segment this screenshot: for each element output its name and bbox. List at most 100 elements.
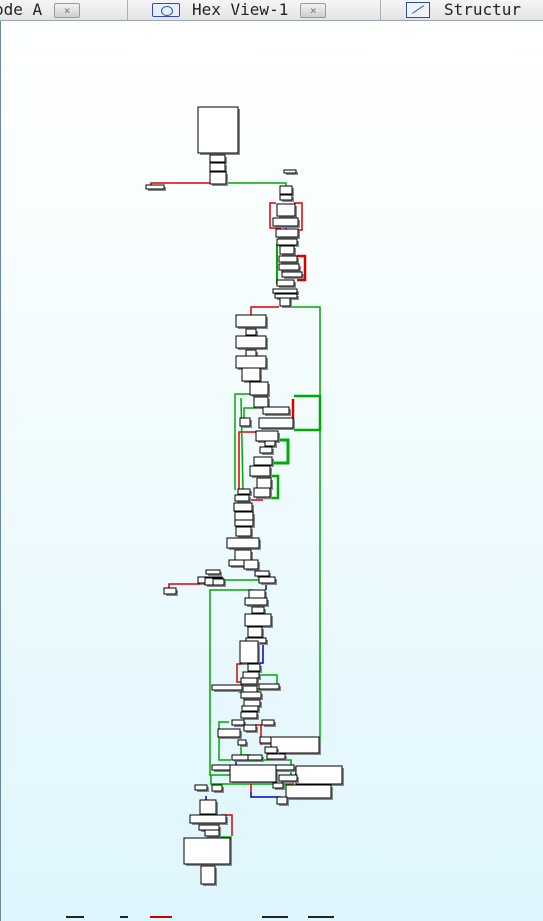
graph-node[interactable]: [240, 677, 258, 685]
tab-hex-view[interactable]: Hex View-1 ×: [152, 0, 327, 20]
graph-node[interactable]: [199, 799, 217, 815]
graph-node[interactable]: [278, 263, 300, 271]
graph-node[interactable]: [258, 683, 280, 690]
graph-node[interactable]: [272, 782, 284, 789]
graph-view-canvas[interactable]: [0, 21, 543, 921]
graph-node[interactable]: [244, 597, 268, 606]
graph-node[interactable]: [285, 784, 332, 799]
graph-node[interactable]: [272, 217, 299, 227]
graph-node[interactable]: [234, 511, 254, 521]
graph-node[interactable]: [231, 719, 245, 726]
graph-node[interactable]: [183, 837, 231, 865]
graph-node[interactable]: [262, 406, 290, 415]
graph-node[interactable]: [241, 705, 259, 712]
graph-node[interactable]: [240, 711, 258, 719]
graph-node[interactable]: [235, 335, 267, 349]
graph-node[interactable]: [239, 417, 251, 427]
control-flow-graph[interactable]: [1, 21, 543, 921]
graph-node[interactable]: [212, 578, 225, 586]
graph-node[interactable]: [278, 774, 298, 782]
graph-node[interactable]: [211, 784, 223, 792]
graph-node[interactable]: [244, 613, 272, 627]
graph-node[interactable]: [235, 314, 267, 328]
graph-node[interactable]: [209, 171, 227, 185]
graph-node[interactable]: [279, 185, 293, 195]
graph-node[interactable]: [237, 739, 247, 746]
graph-node[interactable]: [243, 559, 259, 570]
close-icon[interactable]: ×: [300, 2, 327, 18]
graph-node[interactable]: [234, 549, 252, 561]
graph-node[interactable]: [276, 279, 295, 287]
graph-node[interactable]: [276, 238, 298, 246]
graph-node[interactable]: [241, 367, 261, 382]
graph-node[interactable]: [234, 494, 250, 502]
tab-separator: [380, 0, 381, 20]
graph-node[interactable]: [251, 606, 265, 614]
graph-node[interactable]: [255, 430, 279, 442]
graph-node[interactable]: [253, 456, 273, 466]
graph-node[interactable]: [245, 349, 257, 357]
graph-node[interactable]: [247, 754, 263, 761]
graph-edge-false: [297, 254, 307, 282]
graph-node[interactable]: [274, 293, 298, 299]
graph-node[interactable]: [198, 824, 220, 831]
graph-node[interactable]: [217, 728, 241, 738]
graph-node[interactable]: [239, 640, 259, 664]
graph-node[interactable]: [259, 446, 273, 454]
graph-node[interactable]: [200, 865, 216, 885]
graph-node[interactable]: [272, 288, 298, 294]
graph-node[interactable]: [243, 724, 257, 732]
graph-node[interactable]: [209, 154, 226, 163]
graph-node[interactable]: [163, 587, 177, 595]
graph-node[interactable]: [229, 764, 277, 783]
graph-node[interactable]: [258, 576, 276, 584]
graph-node[interactable]: [235, 355, 267, 369]
graph-node[interactable]: [235, 526, 252, 537]
graph-node[interactable]: [237, 488, 251, 495]
graph-node[interactable]: [189, 814, 227, 824]
graph-node[interactable]: [226, 537, 260, 549]
graph-node[interactable]: [243, 699, 261, 707]
graph-node[interactable]: [258, 417, 294, 429]
graph-node[interactable]: [283, 169, 297, 174]
graph-node[interactable]: [279, 245, 295, 255]
graph-node[interactable]: [270, 736, 320, 754]
graph-node[interactable]: [249, 465, 271, 477]
graph-node[interactable]: [209, 162, 226, 172]
graph-node[interactable]: [279, 297, 291, 307]
graph-node[interactable]: [247, 663, 261, 672]
graph-node[interactable]: [275, 764, 295, 771]
graph-node[interactable]: [253, 396, 269, 408]
graph-edge-false: [294, 202, 303, 231]
graph-node[interactable]: [245, 328, 257, 336]
graph-node[interactable]: [266, 753, 286, 760]
graph-node[interactable]: [233, 502, 253, 512]
graph-node[interactable]: [240, 691, 262, 699]
graph-node[interactable]: [279, 194, 293, 201]
graph-node[interactable]: [197, 106, 239, 154]
graph-node[interactable]: [194, 784, 208, 791]
graph-node[interactable]: [276, 203, 296, 217]
tab-ida-view[interactable]: ode A ×: [0, 0, 81, 20]
graph-node[interactable]: [247, 626, 263, 638]
graph-node[interactable]: [211, 684, 243, 691]
graph-node[interactable]: [242, 671, 260, 679]
graph-node[interactable]: [145, 184, 165, 190]
graph-node[interactable]: [254, 570, 270, 577]
graph-node[interactable]: [275, 228, 299, 238]
graph-node[interactable]: [276, 796, 288, 805]
graph-node[interactable]: [204, 829, 220, 837]
graph-node[interactable]: [281, 271, 303, 278]
graph-node[interactable]: [264, 746, 278, 754]
graph-node[interactable]: [253, 487, 271, 498]
graph-node[interactable]: [256, 477, 272, 489]
graph-node[interactable]: [261, 719, 275, 726]
graph-node[interactable]: [249, 381, 269, 396]
graph-node[interactable]: [264, 440, 276, 447]
graph-node[interactable]: [295, 765, 343, 785]
graph-node[interactable]: [234, 519, 254, 527]
graph-node[interactable]: [205, 569, 221, 575]
graph-node[interactable]: [278, 255, 298, 263]
tab-structures[interactable]: Structur: [406, 0, 521, 20]
close-icon[interactable]: ×: [54, 2, 81, 18]
